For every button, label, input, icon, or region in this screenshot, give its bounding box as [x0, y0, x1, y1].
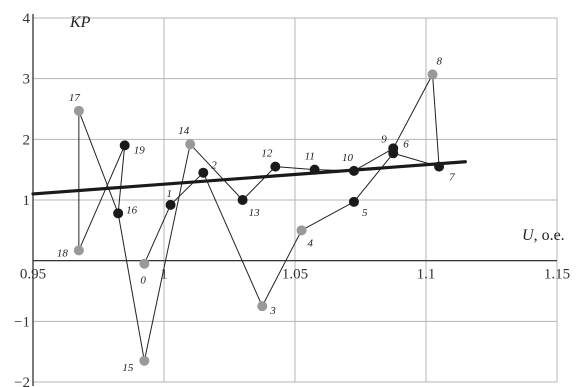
trend-line	[31, 160, 467, 196]
connection-segment	[117, 145, 126, 214]
y-tick-label: −2	[14, 375, 30, 387]
axes	[32, 14, 557, 386]
y-axis-title: KP	[69, 14, 91, 31]
data-point	[113, 208, 124, 219]
point-label: 4	[308, 237, 314, 249]
connection-segment	[189, 143, 243, 201]
point-label: 10	[342, 152, 354, 164]
x-tick-label: 0.95	[20, 267, 46, 283]
connection-segment	[170, 172, 204, 206]
data-point	[139, 258, 150, 269]
point-label: 17	[69, 92, 81, 104]
data-point	[119, 140, 130, 151]
data-point	[348, 196, 359, 207]
point-label: 18	[57, 247, 69, 259]
data-point	[73, 105, 84, 116]
connection-segment	[353, 147, 394, 172]
connection-segment	[353, 152, 394, 203]
connection-segment	[78, 110, 119, 214]
data-point	[348, 165, 359, 176]
point-label: 16	[126, 204, 137, 216]
x-tick-label: 1.15	[544, 267, 570, 283]
y-tick-labels: −2 −1 1 2 3 4	[14, 11, 30, 387]
y-tick-label: 3	[23, 72, 31, 88]
point-label: 6	[403, 138, 409, 150]
data-point	[185, 139, 196, 150]
connection-segment	[143, 204, 172, 264]
x-tick-labels: 0.95 1 1.05 1.1 1.15	[20, 267, 570, 283]
x-tick-label: 1	[160, 267, 168, 283]
point-label: 5	[362, 207, 368, 219]
y-tick-label: 1	[23, 193, 31, 209]
point-label: 15	[122, 362, 134, 374]
data-points	[73, 69, 445, 366]
point-label: 1	[167, 188, 173, 200]
x-axis-title-var: U	[522, 227, 535, 244]
point-label: 11	[305, 151, 315, 163]
data-point	[165, 199, 176, 210]
x-tick-label: 1.1	[417, 267, 436, 283]
connection-segment	[275, 166, 315, 171]
y-tick-label: 4	[23, 11, 31, 27]
x-axis-title: U, o.e.	[522, 227, 565, 244]
data-point	[198, 167, 209, 178]
connection-segment	[117, 213, 145, 361]
point-label: 3	[269, 305, 276, 317]
data-point	[270, 161, 281, 172]
y-tick-label: 2	[23, 132, 31, 148]
connection-segment	[261, 230, 302, 307]
point-label: 8	[437, 55, 443, 67]
x-axis-title-unit: , o.e.	[534, 227, 565, 244]
x-tick-label: 1.05	[282, 267, 308, 283]
grid	[32, 17, 558, 383]
point-label: 12	[261, 148, 273, 160]
connection-segment	[143, 144, 191, 361]
point-label: 19	[134, 144, 146, 156]
data-point	[73, 245, 84, 256]
connection-segment	[202, 172, 263, 307]
connection-segment	[432, 74, 440, 167]
connection-segment	[301, 201, 355, 231]
point-label: 9	[381, 133, 387, 145]
trend-line-path	[31, 160, 467, 196]
data-point	[434, 161, 445, 172]
y-tick-label: −1	[14, 314, 30, 330]
point-label: 7	[449, 172, 455, 184]
point-label: 13	[249, 207, 261, 219]
data-point	[139, 355, 150, 366]
data-point	[388, 143, 399, 154]
data-point	[296, 225, 307, 236]
point-label: 2	[211, 160, 217, 172]
point-label: 0	[140, 275, 146, 287]
data-point	[427, 69, 438, 80]
data-point	[257, 301, 268, 312]
data-point	[309, 164, 320, 175]
data-point	[237, 195, 248, 205]
connection-segment	[78, 145, 126, 251]
connection-segment	[242, 166, 276, 201]
connection-segment	[392, 74, 433, 149]
point-label: 14	[178, 125, 190, 137]
